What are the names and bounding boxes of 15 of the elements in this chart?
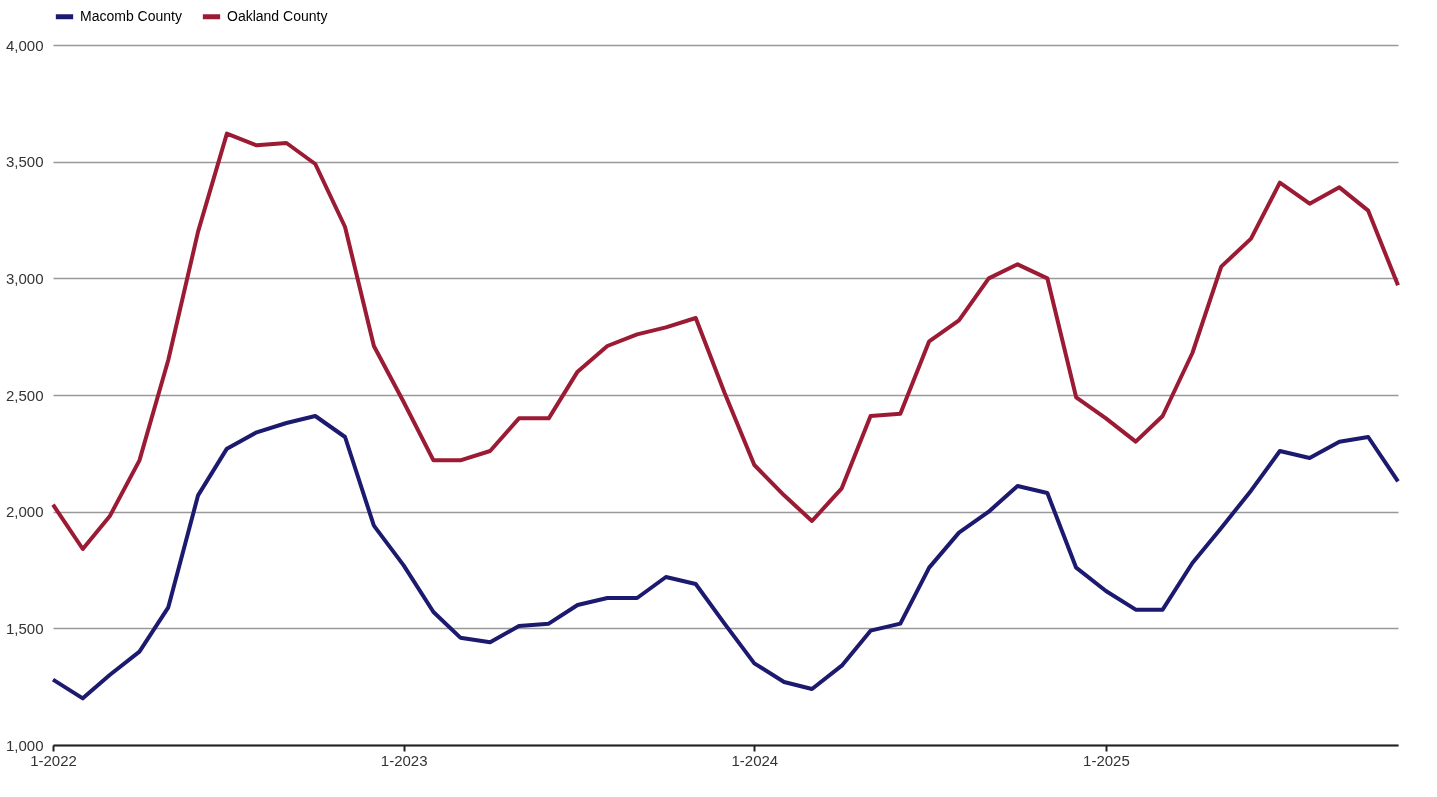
- y-tick-label: 3,000: [5, 269, 44, 287]
- y-tick-label: 2,000: [5, 503, 44, 521]
- line-series: [51, 131, 1400, 551]
- y-tick-label: 3,500: [5, 153, 44, 171]
- x-tick-label: 1-2024: [731, 751, 779, 769]
- line-series: [51, 414, 1400, 701]
- y-tick-label: 2,500: [5, 386, 44, 404]
- y-tick-label: 4,000: [5, 36, 44, 54]
- x-tick-label: 1-2025: [1083, 751, 1130, 769]
- x-tick-label: 1-2023: [380, 751, 428, 769]
- y-tick-label: 1,500: [5, 619, 44, 637]
- legend-label: Oakland County: [227, 7, 328, 24]
- x-tick-label: 1-2022: [30, 751, 77, 769]
- legend-label: Macomb County: [80, 7, 182, 24]
- y-tick-label: 1,000: [5, 736, 44, 754]
